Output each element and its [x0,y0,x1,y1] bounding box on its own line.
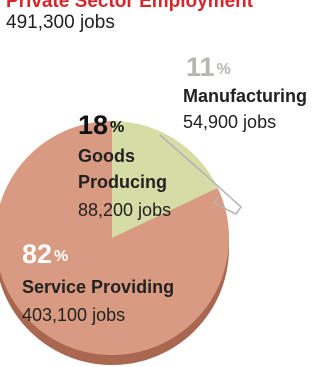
service-name: Service Providing [22,277,175,297]
service-percent: 82% [22,241,174,268]
goods-percent-sign: % [110,119,125,136]
goods-percent: 18% [78,112,171,139]
chart-title: Private Sector Employment [6,0,254,12]
manufacturing-jobs: 54,900 jobs [183,112,277,132]
goods-name: Goods [78,146,135,166]
manufacturing-connector [159,134,242,215]
service-slice [0,121,229,355]
goods-name-2: Producing [78,172,167,192]
goods-percent-value: 18 [78,110,109,140]
manufacturing-name: Manufacturing [183,86,307,106]
service-percent-value: 82 [22,239,53,269]
goods-slice [112,121,218,238]
manufacturing-percent: 11% [186,54,307,81]
goods-label: 18% Goods Producing 88,200 jobs [78,112,171,221]
service-percent-sign: % [54,248,69,265]
manufacturing-label: 11% Manufacturing 54,900 jobs [183,54,307,133]
goods-jobs: 88,200 jobs [78,200,172,220]
manufacturing-percent-value: 11 [186,52,215,82]
service-jobs: 403,100 jobs [22,305,126,325]
chart-subtitle: 491,300 jobs [6,12,115,33]
manufacturing-percent-sign: % [216,61,231,78]
service-label: 82% Service Providing 403,100 jobs [22,241,174,326]
